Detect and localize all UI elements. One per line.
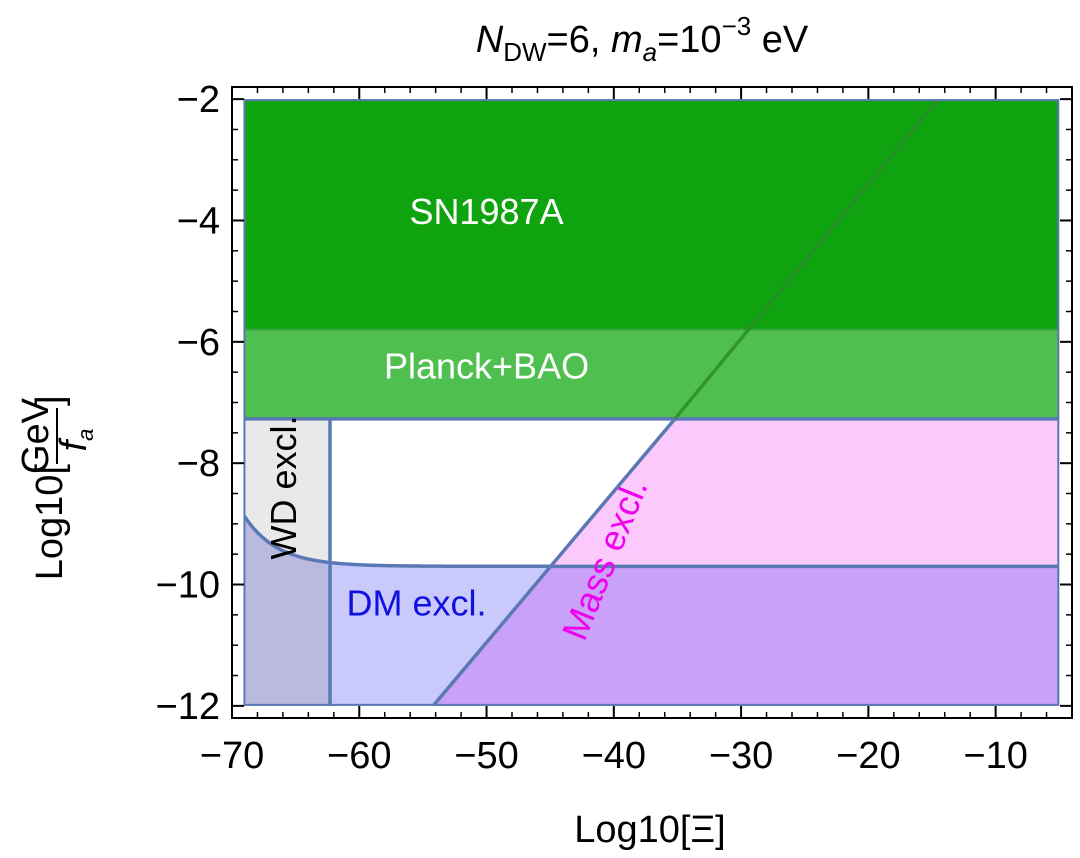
- x-axis-ticks: −70 −60 −50 −40 −30 −20 −10: [200, 87, 1073, 777]
- region-planck-bao: [243, 329, 1060, 419]
- mass-boundary-line-upper: [673, 99, 940, 420]
- region-label-dm-excl: DM excl.: [347, 582, 487, 623]
- x-tick-label: −40: [582, 735, 646, 777]
- region-label-wd-excl: WD excl.: [263, 415, 304, 559]
- region-label-sn1987a: SN1987A: [409, 191, 563, 232]
- region-sn1987a: [243, 99, 1060, 330]
- y-axis-label: Log10[ GeV fa ]: [15, 395, 98, 580]
- y-axis-label-numerator: GeV: [15, 397, 57, 474]
- y-tick-label: −4: [177, 200, 220, 242]
- x-tick-label: −70: [200, 735, 264, 777]
- y-tick-label: −2: [177, 79, 220, 121]
- x-tick-label: −20: [836, 735, 900, 777]
- y-tick-label: −8: [177, 443, 220, 485]
- x-tick-label: −60: [327, 735, 391, 777]
- y-axis-ticks: −2 −4 −6 −8 −10 −12: [156, 79, 1072, 728]
- y-tick-label: −12: [156, 686, 220, 728]
- region-label-planck-bao: Planck+BAO: [384, 346, 589, 387]
- plot-regions: [243, 99, 1060, 706]
- y-axis-label-suffix: ]: [29, 395, 71, 406]
- chart-title: NDW=6, ma=10−3 eV: [476, 11, 809, 67]
- x-tick-label: −10: [963, 735, 1027, 777]
- x-tick-label: −50: [454, 735, 518, 777]
- y-tick-label: −10: [156, 565, 220, 607]
- x-axis-label: Log10[Ξ]: [574, 809, 725, 851]
- y-axis-label-prefix: Log10[: [29, 464, 71, 581]
- mass-boundary-line: [431, 417, 677, 706]
- region-wd-dm-overlap: [243, 514, 330, 706]
- y-axis-label-denominator: fa: [53, 429, 98, 452]
- y-tick-label: −6: [177, 322, 220, 364]
- dm-boundary-line: [243, 513, 1058, 569]
- x-tick-label: −30: [709, 735, 773, 777]
- region-mass-dm-overlap: [433, 566, 1060, 706]
